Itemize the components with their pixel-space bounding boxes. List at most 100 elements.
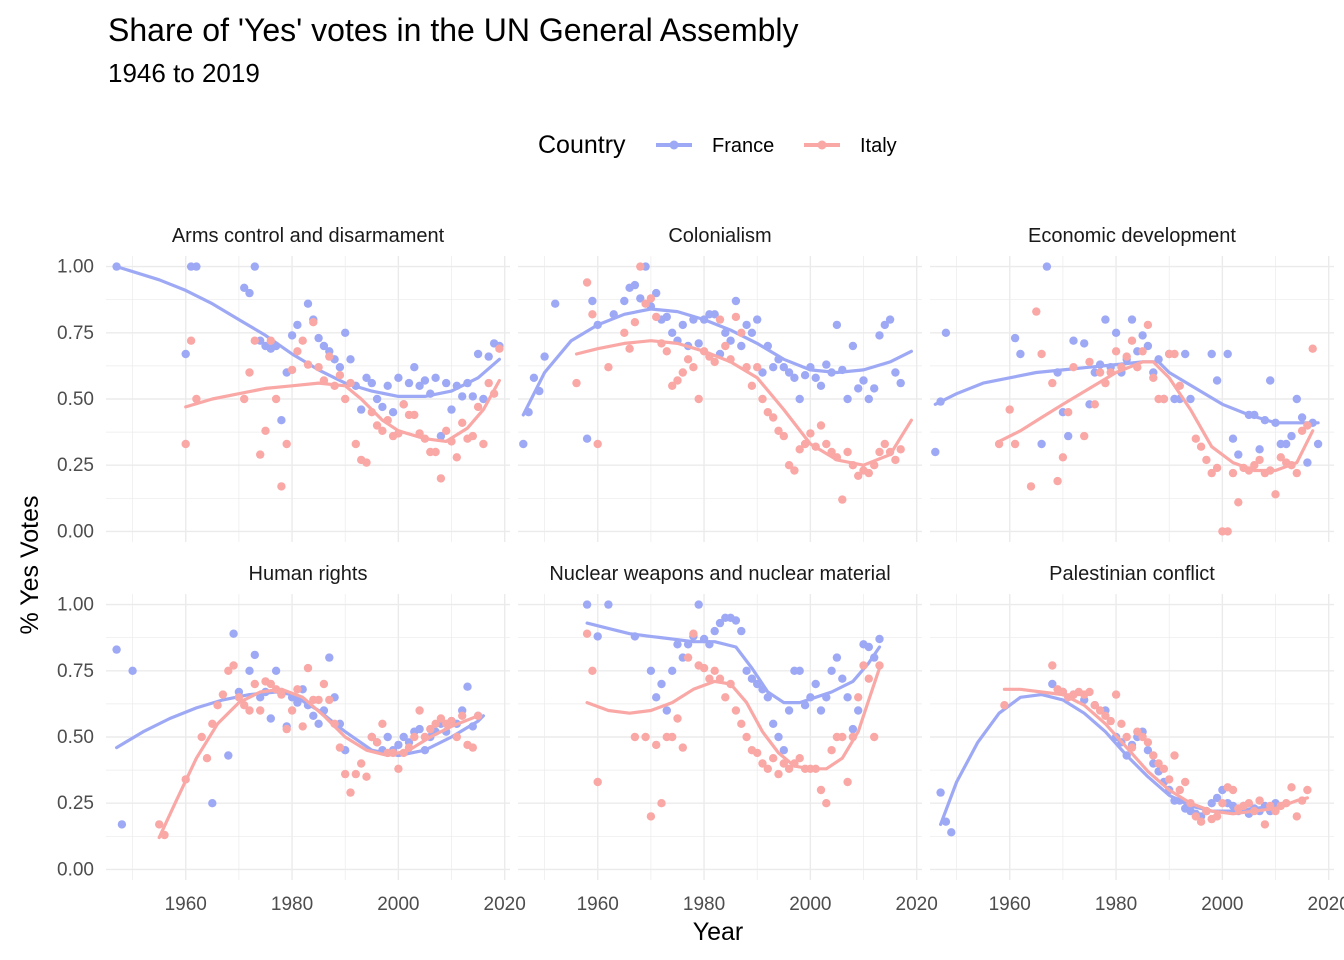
- data-point-france: [779, 746, 788, 755]
- data-point-france: [447, 405, 456, 414]
- y-tick-label: 0.00: [57, 521, 94, 542]
- data-point-france: [383, 381, 392, 390]
- data-point-italy: [896, 445, 905, 454]
- data-point-france: [710, 626, 719, 636]
- data-point-italy: [1228, 785, 1238, 795]
- data-point-italy: [1159, 394, 1169, 404]
- data-point-italy: [779, 431, 788, 441]
- trend-line-italy: [1002, 687, 1309, 816]
- data-point-italy: [277, 482, 286, 491]
- data-point-italy: [630, 318, 640, 327]
- data-point-france: [582, 434, 592, 443]
- data-point-italy: [1095, 368, 1105, 377]
- data-point-italy: [442, 426, 451, 435]
- data-point-france: [816, 381, 826, 390]
- data-point-italy: [769, 754, 778, 763]
- data-point-italy: [410, 410, 419, 420]
- data-point-italy: [747, 381, 757, 390]
- data-point-italy: [673, 376, 682, 385]
- data-point-italy: [710, 666, 719, 675]
- data-point-france: [636, 294, 645, 303]
- data-point-france: [758, 368, 767, 377]
- trend-line-italy: [585, 666, 882, 771]
- data-point-italy: [731, 706, 741, 715]
- data-point-italy: [880, 439, 889, 449]
- data-point-france: [848, 341, 858, 351]
- data-point-france: [646, 666, 656, 675]
- data-point-italy: [155, 820, 164, 829]
- data-point-italy: [822, 439, 831, 449]
- data-point-france: [604, 600, 613, 609]
- data-point-france: [947, 828, 956, 837]
- data-point-italy: [816, 421, 826, 430]
- data-point-italy: [1149, 751, 1158, 760]
- data-point-france: [1138, 331, 1147, 340]
- data-point-italy: [415, 706, 424, 715]
- data-point-france: [769, 719, 778, 728]
- data-point-france: [896, 378, 905, 388]
- data-point-italy: [208, 719, 217, 728]
- data-point-italy: [202, 754, 212, 763]
- data-point-france: [551, 299, 560, 308]
- data-point-italy: [1048, 661, 1057, 670]
- data-point-france: [721, 328, 730, 337]
- data-point-italy: [341, 769, 350, 779]
- data-point-italy: [795, 445, 804, 454]
- legend-key-point-france: [669, 140, 679, 150]
- data-point-france: [1042, 262, 1052, 271]
- data-point-italy: [1143, 738, 1153, 747]
- data-point-france: [128, 666, 137, 675]
- data-point-italy: [891, 455, 900, 465]
- data-point-italy: [668, 381, 677, 390]
- data-point-italy: [240, 701, 249, 710]
- legend-label-france: France: [712, 135, 774, 157]
- data-point-italy: [1106, 716, 1115, 726]
- data-point-italy: [699, 663, 709, 673]
- data-point-france: [1143, 746, 1153, 755]
- data-point-italy: [1250, 461, 1259, 470]
- data-point-italy: [646, 812, 656, 821]
- data-point-italy: [731, 312, 741, 322]
- legend-key-point-italy: [817, 140, 827, 150]
- data-point-italy: [1271, 490, 1280, 499]
- data-point-italy: [859, 661, 868, 670]
- data-point-italy: [641, 732, 650, 742]
- data-point-france: [816, 706, 826, 715]
- data-point-france: [309, 711, 318, 720]
- data-point-italy: [1069, 363, 1078, 372]
- data-point-italy: [582, 278, 592, 287]
- data-point-italy: [620, 328, 629, 337]
- data-point-italy: [351, 439, 360, 449]
- data-point-france: [314, 719, 323, 728]
- data-point-france: [875, 634, 884, 644]
- data-point-france: [473, 349, 483, 359]
- data-point-italy: [1228, 468, 1238, 478]
- chart-title: Share of 'Yes' votes in the UN General A…: [108, 12, 799, 48]
- data-point-italy: [604, 363, 613, 372]
- x-tick-label: 2020: [484, 894, 526, 915]
- data-point-france: [737, 626, 746, 636]
- data-point-france: [314, 333, 323, 343]
- data-point-italy: [678, 368, 687, 377]
- data-point-italy: [1303, 785, 1312, 795]
- data-point-italy: [372, 421, 382, 430]
- data-point-italy: [742, 732, 751, 742]
- data-point-france: [463, 682, 472, 691]
- data-point-italy: [1095, 706, 1105, 715]
- data-point-france: [1212, 793, 1222, 803]
- data-point-italy: [1058, 453, 1068, 462]
- data-point-france: [790, 373, 799, 382]
- data-point-italy: [314, 363, 323, 372]
- data-point-france: [383, 732, 392, 742]
- data-point-france: [1080, 339, 1089, 348]
- y-tick-label: 1.00: [57, 595, 94, 616]
- data-point-italy: [1138, 732, 1147, 742]
- x-tick-label: 2000: [1201, 894, 1243, 915]
- data-point-france: [1048, 679, 1057, 689]
- data-point-france: [936, 788, 945, 797]
- data-point-france: [388, 408, 398, 417]
- x-tick-label: 2000: [789, 894, 831, 915]
- data-point-italy: [753, 748, 762, 758]
- data-point-italy: [737, 719, 746, 728]
- data-point-france: [367, 378, 376, 388]
